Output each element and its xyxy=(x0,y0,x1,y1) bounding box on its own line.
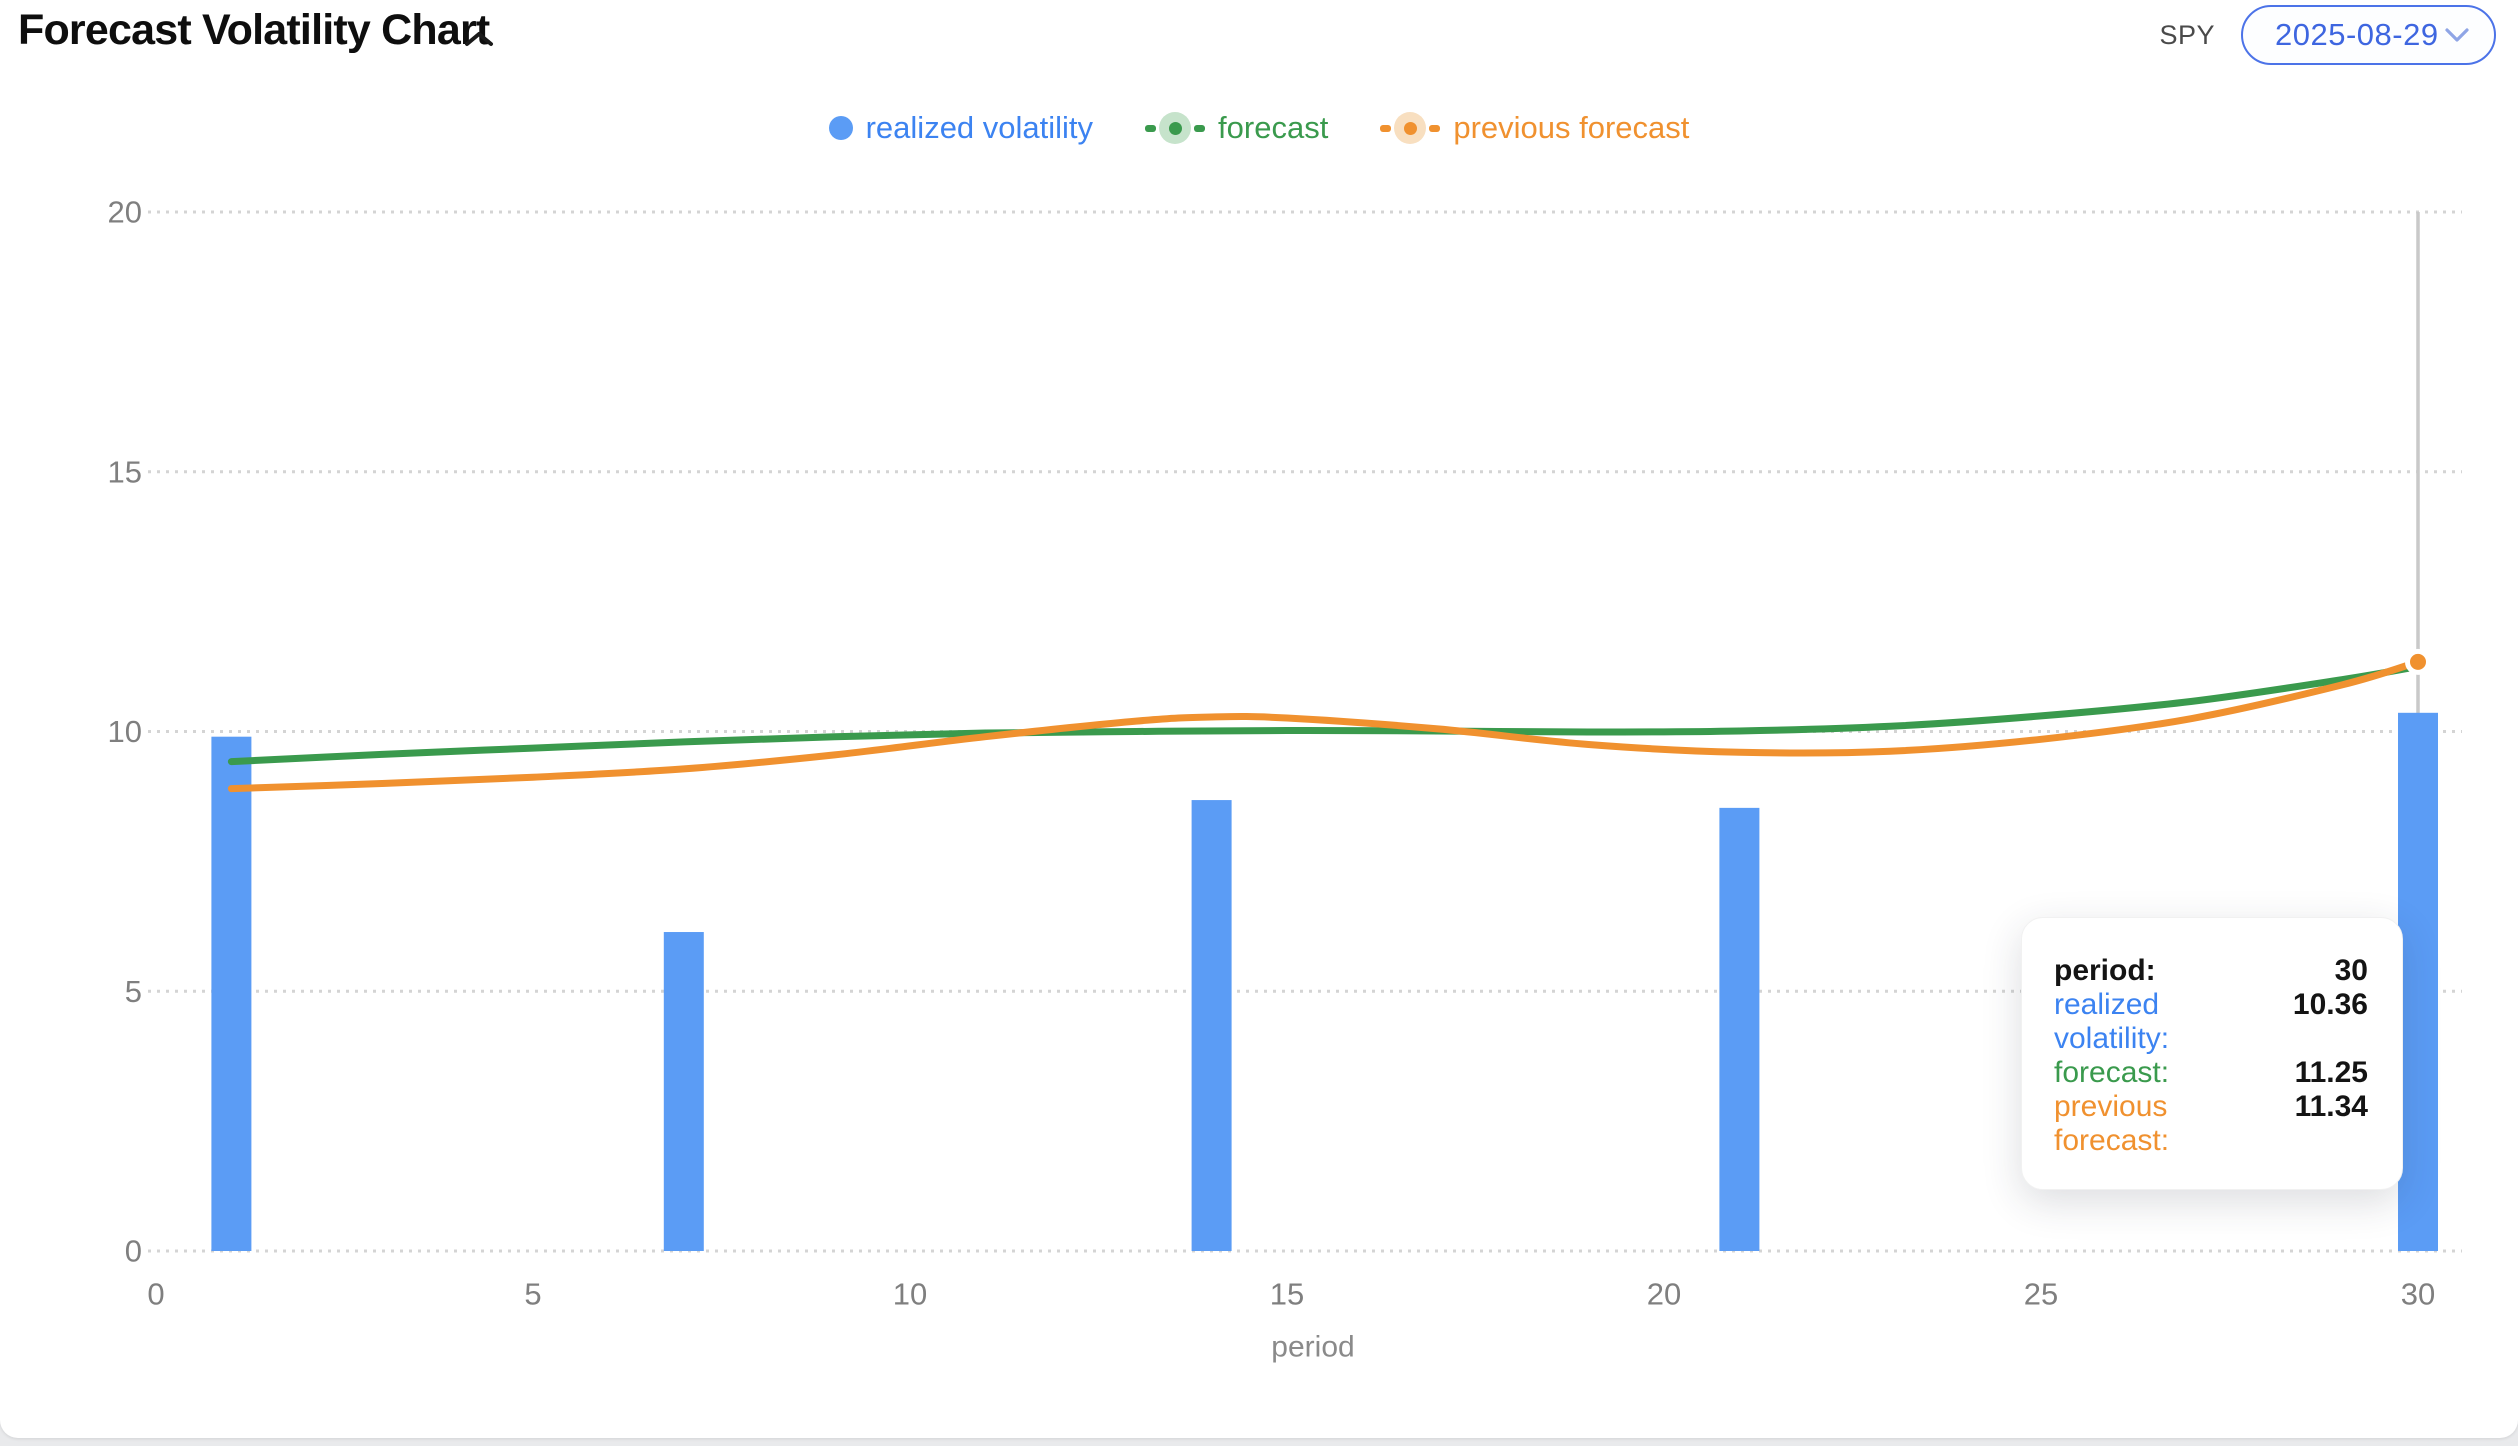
y-tick-label: 20 xyxy=(108,195,142,230)
axis-ticks: 0 5 10 15 20 0 5 10 15 20 25 30 xyxy=(108,195,2436,1312)
realized-volatility-swatch-icon xyxy=(828,116,853,140)
y-tick-label: 0 xyxy=(125,1234,142,1269)
x-tick-label: 20 xyxy=(1647,1277,1681,1312)
bar[interactable] xyxy=(2398,712,2438,1251)
x-tick-label: 25 xyxy=(2024,1277,2058,1312)
tooltip-value: 10.36 xyxy=(2292,988,2368,1021)
legend-label: previous forecast xyxy=(1453,110,1690,145)
legend: realized volatility forecast previous fo… xyxy=(0,110,2518,146)
header-right: SPY 2025-08-29 xyxy=(2159,5,2496,65)
legend-item-forecast[interactable]: forecast xyxy=(1145,110,1328,146)
legend-item-realized-volatility[interactable]: realized volatility xyxy=(828,110,1094,146)
tooltip-row-previous-forecast: previous forecast: 11.34 xyxy=(2054,1090,2368,1158)
previous-forecast-line xyxy=(227,658,2422,793)
tooltip-label: previous forecast: xyxy=(2054,1090,2170,1157)
x-tick-label: 0 xyxy=(147,1277,164,1312)
legend-item-previous-forecast[interactable]: previous forecast xyxy=(1380,110,1689,146)
realized-volatility-bars xyxy=(211,712,2438,1251)
bar[interactable] xyxy=(663,932,704,1251)
bar[interactable] xyxy=(211,736,252,1251)
previous-forecast-swatch-icon xyxy=(1380,112,1441,144)
tooltip-row-forecast: forecast: 11.25 xyxy=(2054,1056,2368,1090)
hover-point-marker xyxy=(2405,648,2431,675)
x-tick-label: 30 xyxy=(2401,1277,2435,1312)
legend-label: realized volatility xyxy=(865,110,1094,145)
date-dropdown[interactable]: 2025-08-29 xyxy=(2241,5,2496,65)
collapse-button[interactable] xyxy=(456,16,502,62)
y-tick-label: 15 xyxy=(108,454,142,489)
tooltip: period: 30 realized volatility: 10.36 fo… xyxy=(2021,917,2403,1190)
x-tick-label: 15 xyxy=(1270,1277,1304,1312)
tooltip-label: forecast: xyxy=(2054,1056,2170,1089)
bar[interactable] xyxy=(1191,800,1232,1251)
tooltip-value: 11.34 xyxy=(2294,1090,2368,1123)
date-value: 2025-08-29 xyxy=(2275,17,2439,52)
legend-label: forecast xyxy=(1218,110,1329,145)
tooltip-label: period: xyxy=(2054,954,2156,987)
bar[interactable] xyxy=(1719,807,1760,1251)
x-tick-label: 5 xyxy=(524,1277,541,1312)
tooltip-value: 30 xyxy=(2334,954,2368,987)
tooltip-row-period: period: 30 xyxy=(2054,954,2368,988)
y-tick-label: 5 xyxy=(125,974,142,1009)
y-tick-label: 10 xyxy=(108,714,142,749)
tooltip-row-realized-volatility: realized volatility: 10.36 xyxy=(2054,988,2368,1056)
forecast-line xyxy=(227,663,2422,766)
tooltip-label: realized volatility: xyxy=(2054,988,2170,1055)
symbol-label: SPY xyxy=(2159,19,2215,50)
page-title: Forecast Volatility Chart xyxy=(18,6,490,54)
chevron-up-icon xyxy=(465,32,493,46)
tooltip-value: 11.25 xyxy=(2294,1056,2368,1089)
x-axis-label: period xyxy=(1271,1331,1354,1364)
forecast-swatch-icon xyxy=(1145,112,1206,144)
chevron-down-icon xyxy=(2445,28,2469,42)
x-tick-label: 10 xyxy=(893,1277,927,1312)
